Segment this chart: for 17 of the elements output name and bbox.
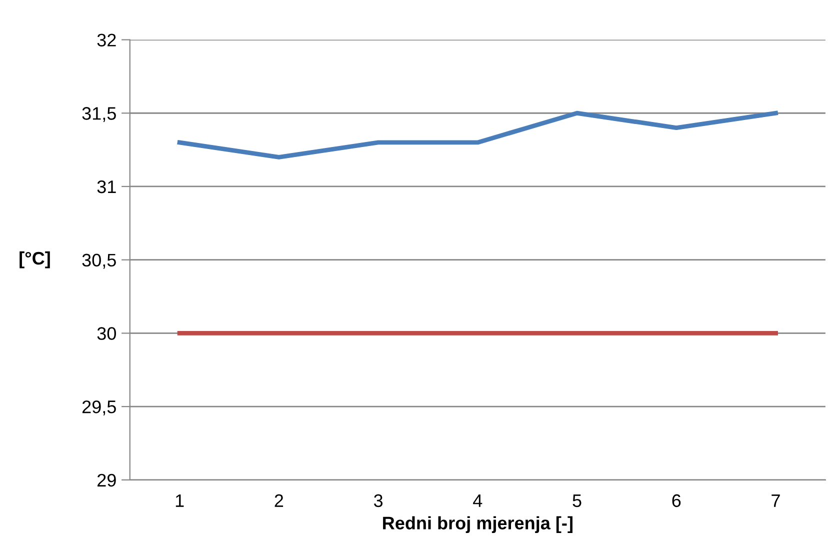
y-tick-label: 31,5 bbox=[82, 107, 116, 122]
y-tick-label: 32 bbox=[97, 34, 116, 46]
y-tick-label: 30,5 bbox=[82, 254, 116, 269]
y-tick-label: 31 bbox=[97, 180, 116, 194]
x-tick-label: 3 bbox=[374, 494, 383, 508]
x-axis-title: Redni broj mjerenja [-] bbox=[383, 516, 572, 534]
y-tick-label: 29 bbox=[98, 474, 116, 487]
y-tick-label: 30 bbox=[97, 327, 116, 340]
line-series bbox=[177, 110, 778, 160]
x-tick-label: 4 bbox=[473, 494, 482, 507]
x-tick-label: 2 bbox=[274, 494, 284, 507]
y-axis-title: [°C] bbox=[20, 251, 50, 268]
x-tick-label: 1 bbox=[176, 494, 184, 507]
x-tick-label: 5 bbox=[572, 494, 582, 508]
y-tick-label: 29,5 bbox=[82, 400, 116, 416]
x-tick-label: 7 bbox=[772, 494, 780, 507]
x-tick-label: 6 bbox=[672, 494, 681, 508]
